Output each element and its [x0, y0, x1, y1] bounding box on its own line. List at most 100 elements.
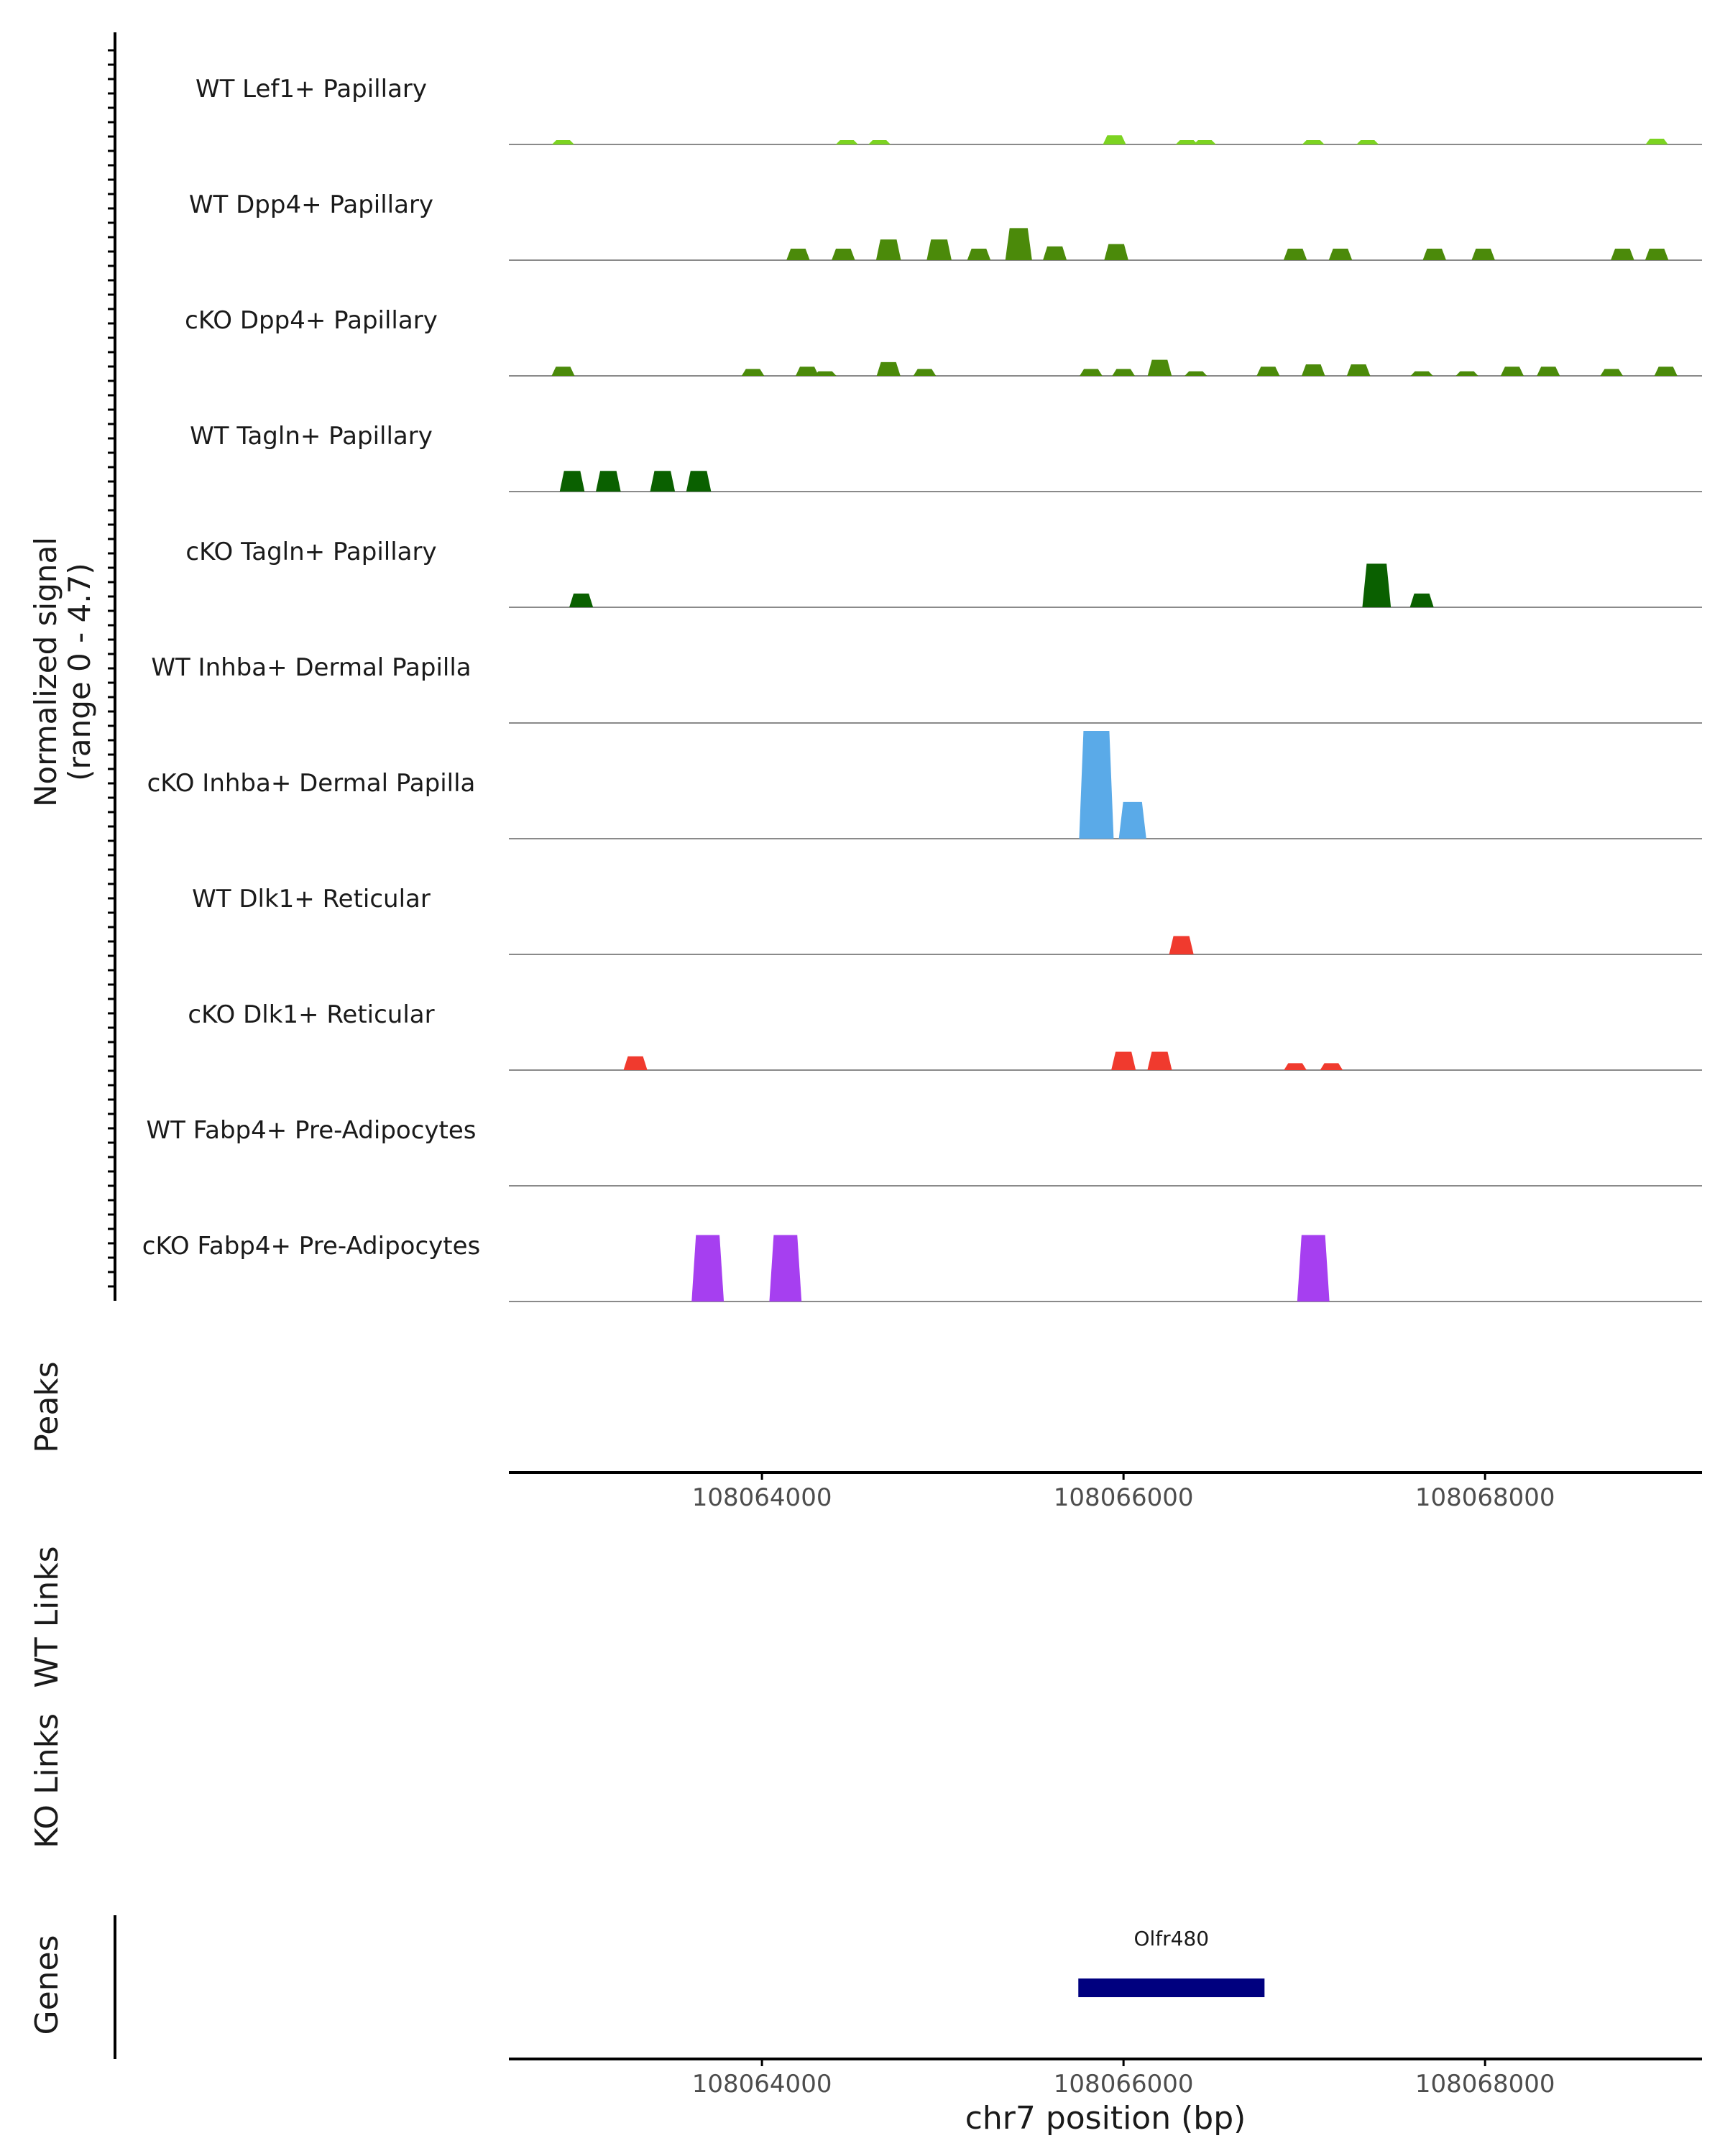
coverage-track: WT Tagln+ Papillary	[190, 422, 1702, 492]
y-axis-label: Normalized signal	[28, 537, 63, 807]
coverage-track: cKO Fabp4+ Pre-Adipocytes	[142, 1232, 1702, 1302]
coverage-peak	[1256, 367, 1280, 376]
coverage-peak	[913, 369, 937, 376]
coverage-peak	[835, 140, 858, 144]
coverage-peak	[1320, 1063, 1343, 1070]
coverage-peak	[1080, 369, 1103, 376]
track-label: WT Dlk1+ Reticular	[192, 885, 431, 913]
coverage-peak	[1297, 1235, 1330, 1302]
coverage-peak	[1147, 1051, 1172, 1070]
peaks-x-ticks: 108064000 108066000 108068000	[692, 1473, 1555, 1512]
coverage-peak	[1537, 367, 1560, 376]
coverage-track: cKO Dlk1+ Reticular	[188, 1000, 1702, 1071]
coverage-peak	[1328, 249, 1353, 260]
x-axis-tick-label: 108068000	[1415, 1483, 1555, 1512]
coverage-peak	[786, 249, 810, 260]
coverage-peak	[1111, 1051, 1136, 1070]
track-label: cKO Dlk1+ Reticular	[188, 1000, 434, 1029]
coverage-peak	[1147, 359, 1172, 376]
coverage-peak	[1471, 249, 1495, 260]
coverage-peak	[551, 367, 575, 376]
coverage-peak	[1356, 140, 1379, 144]
coverage-peak	[967, 249, 991, 260]
coverage-peak	[1005, 228, 1032, 260]
coverage-track: cKO Inhba+ Dermal Papilla	[147, 731, 1702, 839]
coverage-peak	[868, 140, 891, 144]
coverage-track: WT Dlk1+ Reticular	[192, 885, 1702, 955]
coverage-track: cKO Tagln+ Papillary	[185, 538, 1702, 608]
coverage-tracks: WT Lef1+ Papillary WT Dpp4+ Papillary cKO …	[142, 75, 1702, 1302]
coverage-peak	[875, 239, 901, 260]
x-axis-label: chr7 position (bp)	[965, 2100, 1246, 2137]
coverage-peak	[1193, 140, 1216, 144]
track-label: WT Lef1+ Papillary	[196, 75, 427, 103]
coverage-peak	[1410, 371, 1433, 376]
x-axis-tick-label: 108066000	[1054, 1483, 1194, 1512]
coverage-y-ticks	[108, 49, 115, 1288]
genes-panel-label: Genes	[29, 1935, 65, 2035]
gene-annotations: Olfr480	[1078, 1927, 1265, 1997]
coverage-peak	[1103, 135, 1126, 144]
coverage-peak	[1184, 371, 1208, 376]
track-label: cKO Tagln+ Papillary	[185, 538, 436, 566]
coverage-peak	[1644, 249, 1669, 260]
coverage-peak	[814, 371, 837, 376]
coverage-peak	[1362, 563, 1392, 607]
track-label: WT Dpp4+ Papillary	[189, 190, 433, 219]
coverage-track: WT Fabp4+ Pre-Adipocytes	[147, 1116, 1702, 1187]
genes-x-ticks: 108064000 108066000 108068000	[692, 2059, 1555, 2099]
y-axis-sublabel: (range 0 - 4.7)	[62, 563, 97, 781]
coverage-peak	[691, 1235, 724, 1302]
coverage-peak	[559, 471, 585, 492]
coverage-peak	[1079, 731, 1114, 839]
x-axis-tick-label: 108064000	[692, 2070, 832, 2099]
coverage-peak	[926, 239, 952, 260]
ko-links-panel-label: KO Links	[29, 1713, 65, 1848]
coverage-peak	[876, 361, 901, 376]
coverage-peak	[1301, 364, 1325, 376]
coverage-track: cKO Dpp4+ Papillary	[185, 306, 1702, 377]
coverage-peak	[1611, 249, 1634, 260]
coverage-peak	[1283, 249, 1307, 260]
coverage-peak	[1409, 593, 1434, 607]
coverage-peak	[1455, 371, 1478, 376]
coverage-peak	[1118, 801, 1146, 839]
coverage-peak	[1302, 140, 1325, 144]
coverage-peak	[795, 367, 819, 376]
track-label: cKO Fabp4+ Pre-Adipocytes	[142, 1232, 481, 1261]
coverage-peak	[1284, 1063, 1307, 1070]
coverage-peak	[1422, 249, 1447, 260]
coverage-peak	[1645, 139, 1668, 144]
coverage-peak	[1175, 140, 1198, 144]
x-axis-tick-label: 108064000	[692, 1483, 832, 1512]
gene-body	[1078, 1978, 1265, 1997]
track-label: WT Inhba+ Dermal Papilla	[151, 653, 471, 682]
coverage-peak	[1043, 246, 1067, 260]
coverage-track: WT Dpp4+ Papillary	[189, 190, 1702, 261]
coverage-peak	[832, 249, 855, 260]
track-label: WT Fabp4+ Pre-Adipocytes	[147, 1116, 477, 1145]
wt-links-panel-label: WT Links	[29, 1546, 65, 1687]
coverage-peak	[650, 471, 676, 492]
x-axis-tick-label: 108066000	[1054, 2070, 1194, 2099]
coverage-peak	[1500, 367, 1524, 376]
coverage-peak	[1104, 244, 1128, 260]
coverage-track: WT Lef1+ Papillary	[196, 75, 1702, 145]
coverage-peak	[569, 593, 594, 607]
coverage-peak	[551, 140, 574, 144]
coverage-peak	[1346, 364, 1371, 376]
coverage-peak	[1654, 367, 1678, 376]
coverage-peak	[623, 1056, 648, 1070]
coverage-peak	[1600, 369, 1624, 376]
coverage-track: WT Inhba+ Dermal Papilla	[151, 653, 1702, 724]
coverage-peak	[596, 471, 621, 492]
coverage-peak	[686, 471, 712, 492]
track-label: cKO Inhba+ Dermal Papilla	[147, 769, 476, 798]
track-label: WT Tagln+ Papillary	[190, 422, 433, 451]
coverage-peak	[1112, 369, 1135, 376]
track-label: cKO Dpp4+ Papillary	[185, 306, 438, 335]
gene-label: Olfr480	[1133, 1927, 1209, 1950]
x-axis-tick-label: 108068000	[1415, 2070, 1555, 2099]
